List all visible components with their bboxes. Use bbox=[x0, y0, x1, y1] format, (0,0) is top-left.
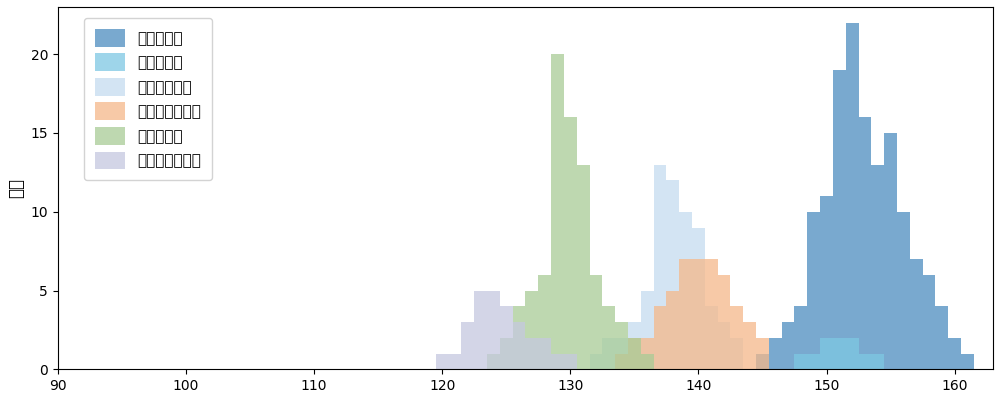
Bar bbox=[615, 322, 628, 369]
Bar bbox=[564, 117, 577, 369]
Bar bbox=[730, 306, 743, 369]
Bar bbox=[961, 354, 974, 369]
Bar bbox=[500, 338, 513, 369]
Bar bbox=[525, 338, 538, 369]
Bar bbox=[615, 354, 628, 369]
Legend: ストレート, ツーシーム, カットボール, チェンジアップ, スライダー, ナックルカーブ: ストレート, ツーシーム, カットボール, チェンジアップ, スライダー, ナッ… bbox=[84, 18, 212, 180]
Bar bbox=[884, 133, 897, 369]
Bar bbox=[846, 23, 859, 369]
Bar bbox=[820, 338, 833, 369]
Bar bbox=[500, 306, 513, 369]
Bar bbox=[910, 259, 923, 369]
Bar bbox=[679, 259, 692, 369]
Bar bbox=[666, 290, 679, 369]
Bar bbox=[718, 275, 730, 369]
Bar bbox=[590, 275, 602, 369]
Bar bbox=[654, 164, 666, 369]
Bar bbox=[602, 306, 615, 369]
Bar bbox=[756, 354, 769, 369]
Bar bbox=[948, 338, 961, 369]
Bar bbox=[487, 290, 500, 369]
Bar bbox=[820, 196, 833, 369]
Bar bbox=[923, 275, 935, 369]
Bar bbox=[474, 290, 487, 369]
Bar bbox=[794, 354, 807, 369]
Bar bbox=[487, 354, 500, 369]
Bar bbox=[871, 164, 884, 369]
Bar bbox=[551, 54, 564, 369]
Bar bbox=[590, 354, 602, 369]
Bar bbox=[794, 306, 807, 369]
Bar bbox=[859, 117, 871, 369]
Bar bbox=[666, 180, 679, 369]
Bar bbox=[935, 306, 948, 369]
Bar bbox=[718, 322, 730, 369]
Bar bbox=[846, 338, 859, 369]
Bar bbox=[564, 354, 577, 369]
Bar bbox=[730, 338, 743, 369]
Bar bbox=[628, 322, 641, 369]
Bar bbox=[654, 306, 666, 369]
Bar bbox=[436, 354, 449, 369]
Bar bbox=[807, 354, 820, 369]
Bar bbox=[859, 354, 871, 369]
Bar bbox=[807, 212, 820, 369]
Bar bbox=[833, 70, 846, 369]
Bar bbox=[833, 338, 846, 369]
Bar bbox=[769, 338, 782, 369]
Bar bbox=[743, 322, 756, 369]
Bar bbox=[897, 212, 910, 369]
Bar bbox=[628, 338, 641, 369]
Bar bbox=[628, 338, 641, 369]
Bar bbox=[782, 322, 794, 369]
Bar bbox=[705, 306, 718, 369]
Bar bbox=[641, 290, 654, 369]
Bar bbox=[449, 354, 461, 369]
Bar bbox=[461, 322, 474, 369]
Bar bbox=[679, 212, 692, 369]
Bar bbox=[692, 259, 705, 369]
Bar bbox=[641, 354, 654, 369]
Bar bbox=[513, 322, 525, 369]
Bar bbox=[538, 275, 551, 369]
Bar bbox=[756, 338, 769, 369]
Bar bbox=[602, 338, 615, 369]
Bar bbox=[692, 228, 705, 369]
Bar bbox=[538, 338, 551, 369]
Bar bbox=[615, 338, 628, 369]
Bar bbox=[641, 338, 654, 369]
Bar bbox=[513, 306, 525, 369]
Y-axis label: 球数: 球数 bbox=[7, 178, 25, 198]
Bar bbox=[871, 354, 884, 369]
Bar bbox=[577, 164, 590, 369]
Bar bbox=[705, 259, 718, 369]
Bar bbox=[551, 354, 564, 369]
Bar bbox=[525, 290, 538, 369]
